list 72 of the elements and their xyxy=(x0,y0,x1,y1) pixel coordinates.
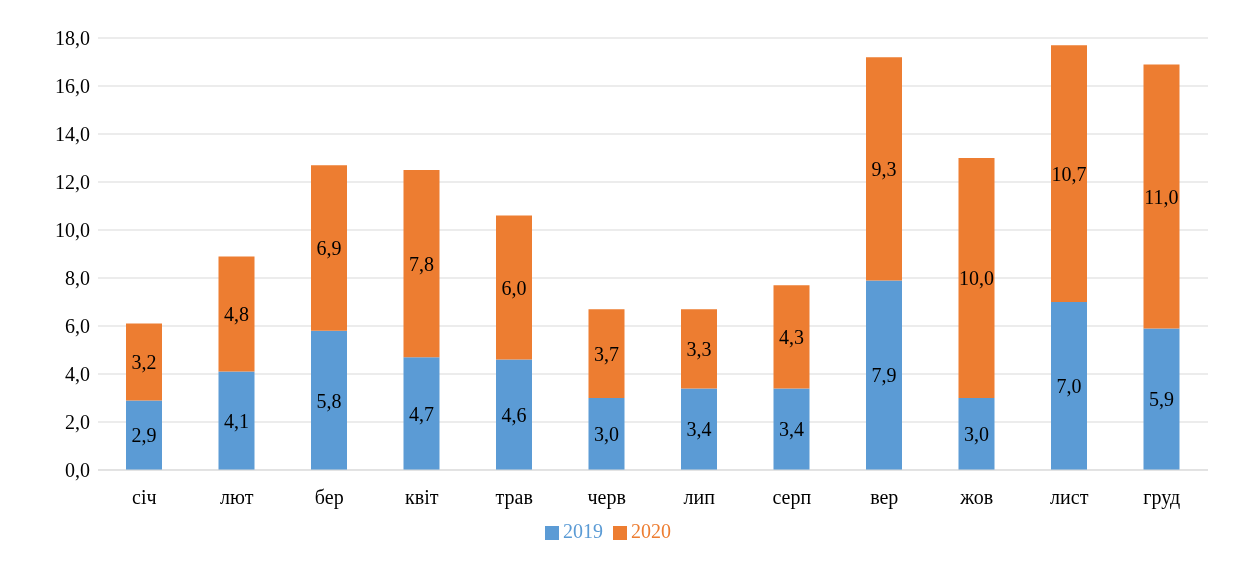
x-tick-label: січ xyxy=(132,486,157,509)
bar xyxy=(773,285,810,389)
y-tick-label: 18,0 xyxy=(55,27,90,50)
data-label: 3,7 xyxy=(594,342,619,365)
y-tick-label: 12,0 xyxy=(55,171,90,194)
bar xyxy=(588,398,625,470)
bar xyxy=(1143,64,1180,329)
data-label: 2,9 xyxy=(131,424,157,447)
data-label: 3,0 xyxy=(964,423,989,446)
data-label: 4,6 xyxy=(501,403,527,426)
y-tick-label: 4,0 xyxy=(65,363,90,386)
data-label: 5,9 xyxy=(1149,388,1174,411)
y-tick-label: 14,0 xyxy=(55,123,90,146)
data-label: 7,0 xyxy=(1056,375,1082,398)
x-tick-label: бер xyxy=(314,486,344,510)
data-label: 3,3 xyxy=(686,337,712,360)
x-tick-label: груд xyxy=(1143,486,1181,510)
bar xyxy=(496,215,532,360)
data-label: 7,9 xyxy=(871,364,897,387)
bar xyxy=(496,359,532,470)
x-tick-label: вер xyxy=(870,486,899,510)
data-label: 3,2 xyxy=(131,351,157,374)
data-label: 4,7 xyxy=(409,402,434,425)
x-tick-label: лют xyxy=(220,486,254,509)
data-label: 3,4 xyxy=(779,418,804,441)
y-tick-label: 0,0 xyxy=(65,459,90,482)
data-label: 7,8 xyxy=(409,252,434,275)
bar xyxy=(866,280,902,470)
data-label: 6,0 xyxy=(501,276,527,299)
y-tick-label: 16,0 xyxy=(55,75,90,98)
bar xyxy=(218,371,255,470)
bar xyxy=(1051,302,1087,470)
bar xyxy=(773,388,810,470)
data-label: 4,3 xyxy=(779,325,804,348)
x-tick-label: квіт xyxy=(405,486,439,509)
data-label: 3,0 xyxy=(594,423,619,446)
data-label: 9,3 xyxy=(871,157,897,180)
data-label: 4,1 xyxy=(224,409,249,432)
data-label: 10,7 xyxy=(1051,162,1087,185)
x-tick-label: черв xyxy=(587,486,626,510)
data-label: 4,8 xyxy=(224,303,249,326)
data-label: 6,9 xyxy=(316,237,342,260)
bar xyxy=(681,388,717,470)
y-tick-label: 2,0 xyxy=(65,411,90,434)
data-label: 5,8 xyxy=(316,389,342,412)
data-label: 3,4 xyxy=(686,418,712,441)
legend-label: 2019 xyxy=(563,520,603,542)
y-tick-label: 10,0 xyxy=(55,219,90,242)
x-tick-label: лист xyxy=(1050,486,1089,509)
x-tick-label: трав xyxy=(495,486,533,510)
bar xyxy=(126,400,162,470)
bar xyxy=(403,170,440,358)
bar xyxy=(311,165,347,331)
y-tick-label: 6,0 xyxy=(65,315,90,338)
x-tick-label: лип xyxy=(683,486,716,509)
bar xyxy=(311,330,347,470)
bar xyxy=(1051,45,1087,302)
legend-label: 2020 xyxy=(631,520,671,542)
x-tick-label: жов xyxy=(959,486,994,509)
data-label: 10,0 xyxy=(959,267,994,290)
bar xyxy=(588,309,625,398)
bar xyxy=(126,323,162,401)
bar xyxy=(958,398,995,470)
data-label: 11,0 xyxy=(1144,185,1179,208)
bar xyxy=(866,57,902,281)
bar xyxy=(681,309,717,389)
bar xyxy=(958,158,995,398)
x-tick-label: серп xyxy=(772,486,812,510)
y-tick-label: 8,0 xyxy=(65,267,90,290)
bar xyxy=(218,256,255,372)
bar xyxy=(403,357,440,470)
bar xyxy=(1143,328,1180,470)
